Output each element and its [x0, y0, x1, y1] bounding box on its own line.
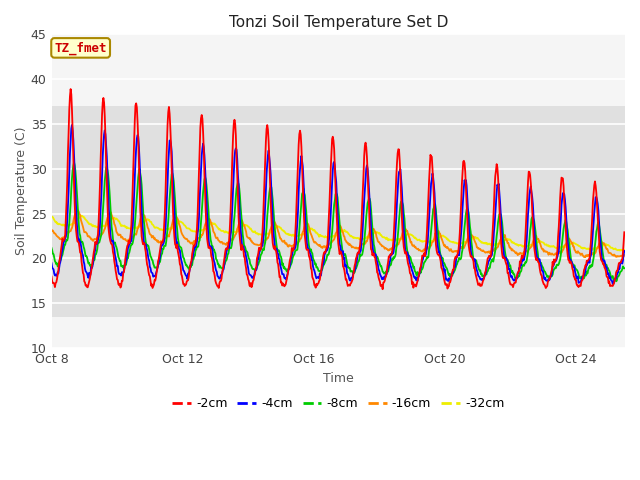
- Title: Tonzi Soil Temperature Set D: Tonzi Soil Temperature Set D: [228, 15, 448, 30]
- X-axis label: Time: Time: [323, 372, 354, 384]
- Text: TZ_fmet: TZ_fmet: [54, 41, 107, 55]
- Y-axis label: Soil Temperature (C): Soil Temperature (C): [15, 127, 28, 255]
- Legend: -2cm, -4cm, -8cm, -16cm, -32cm: -2cm, -4cm, -8cm, -16cm, -32cm: [167, 392, 509, 415]
- Bar: [51, 106, 625, 317]
